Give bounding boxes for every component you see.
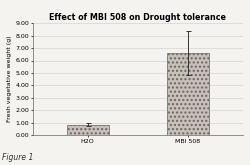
Y-axis label: Fresh vegetative weight (g): Fresh vegetative weight (g) bbox=[8, 36, 12, 122]
Text: Figure 1: Figure 1 bbox=[2, 153, 34, 162]
Title: Effect of MBI 508 on Drought tolerance: Effect of MBI 508 on Drought tolerance bbox=[49, 13, 226, 22]
Bar bbox=[66, 125, 108, 135]
Bar bbox=[166, 53, 208, 135]
